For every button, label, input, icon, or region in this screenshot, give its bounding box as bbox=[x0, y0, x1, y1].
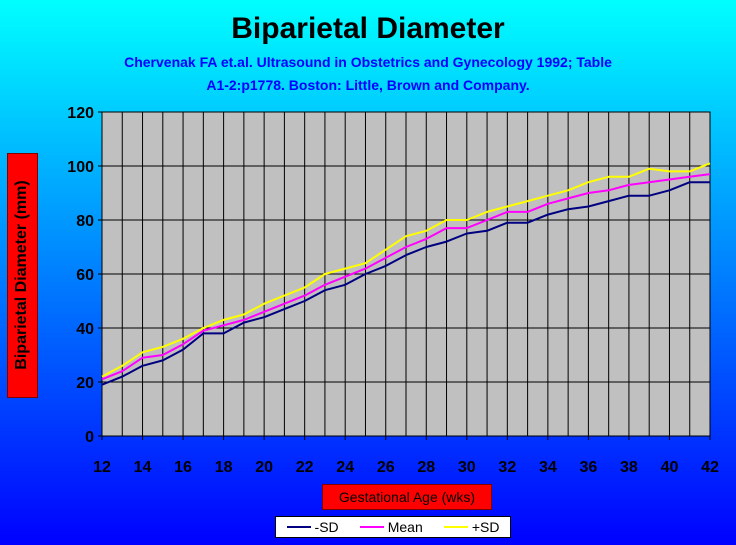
series-line-2 bbox=[101, 162, 711, 378]
legend-label-mean: Mean bbox=[387, 519, 423, 535]
x-tick-label-15: 42 bbox=[701, 459, 719, 476]
x-tick-label-14: 40 bbox=[661, 459, 679, 476]
legend: -SD Mean +SD bbox=[275, 516, 511, 538]
x-tick-label-11: 34 bbox=[539, 459, 557, 476]
y-tick-label-1: 20 bbox=[76, 375, 94, 392]
x-axis-label: Gestational Age (wks) bbox=[338, 489, 476, 505]
y-axis-label: Biparietal Diameter (mm) bbox=[13, 180, 30, 370]
legend-label-plus-sd: +SD bbox=[471, 519, 500, 535]
y-tick-label-6: 120 bbox=[67, 105, 94, 122]
x-tick-label-12: 36 bbox=[580, 459, 598, 476]
x-axis-label-box bbox=[322, 484, 492, 510]
x-tick-label-4: 20 bbox=[255, 459, 273, 476]
y-tick-label-4: 80 bbox=[76, 213, 94, 230]
x-tick-label-13: 38 bbox=[620, 459, 638, 476]
x-tick-label-6: 24 bbox=[336, 459, 354, 476]
x-tick-label-2: 16 bbox=[174, 459, 192, 476]
x-tick-label-8: 28 bbox=[417, 459, 435, 476]
legend-item-plus-sd: +SD bbox=[443, 519, 500, 535]
x-tick-label-0: 12 bbox=[93, 459, 111, 476]
x-tick-label-10: 32 bbox=[498, 459, 516, 476]
legend-swatch-mean bbox=[359, 526, 384, 528]
y-axis-label-box bbox=[7, 153, 38, 398]
legend-swatch-plus-sd bbox=[443, 526, 468, 528]
y-tick-label-5: 100 bbox=[67, 159, 94, 176]
series-line-0 bbox=[101, 181, 710, 386]
x-tick-label-3: 18 bbox=[215, 459, 233, 476]
legend-swatch-minus-sd bbox=[286, 526, 311, 528]
y-tick-label-0: 0 bbox=[85, 429, 94, 446]
chart-title: Biparietal Diameter bbox=[231, 12, 505, 45]
x-tick-label-5: 22 bbox=[296, 459, 314, 476]
y-tick-label-2: 40 bbox=[76, 321, 94, 338]
chart-subtitle-line-1: Chervenak FA et.al. Ultrasound in Obstet… bbox=[124, 54, 612, 70]
x-tick-label-7: 26 bbox=[377, 459, 395, 476]
series-line-1 bbox=[101, 173, 711, 381]
x-tick-label-1: 14 bbox=[134, 459, 152, 476]
legend-item-minus-sd: -SD bbox=[286, 519, 339, 535]
legend-label-minus-sd: -SD bbox=[314, 519, 339, 535]
chart-subtitle-line-2: A1-2:p1778. Boston: Little, Brown and Co… bbox=[206, 77, 530, 93]
x-tick-label-9: 30 bbox=[458, 459, 476, 476]
y-tick-label-3: 60 bbox=[76, 267, 94, 284]
legend-item-mean: Mean bbox=[359, 519, 423, 535]
